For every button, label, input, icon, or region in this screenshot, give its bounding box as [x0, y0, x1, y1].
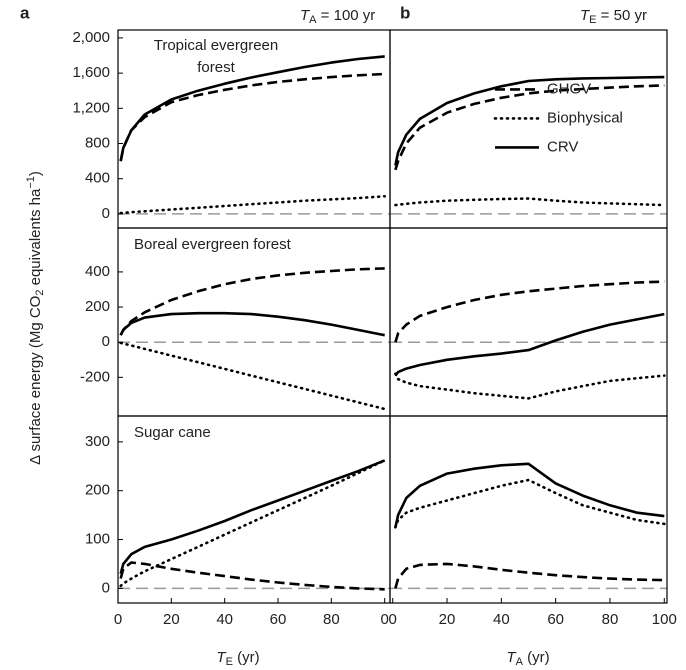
x-tick-label: 0: [114, 611, 122, 628]
series-line: [394, 372, 666, 400]
legend-label: CRV: [547, 138, 578, 155]
ylabel-part: Δ surface energy (Mg CO: [27, 296, 44, 465]
panel-title: Sugar cane: [134, 424, 211, 441]
series-line: [394, 312, 665, 377]
y-tick-label: 2,000: [72, 29, 110, 46]
y-tick-label: 200: [85, 298, 110, 315]
series-line: [394, 478, 666, 529]
series-line: [119, 311, 385, 337]
y-tick-label: 400: [85, 170, 110, 187]
ylabel-part: equivalents ha: [27, 188, 44, 290]
y-tick-label: 800: [85, 134, 110, 151]
panel-title: Boreal evergreen forest: [134, 236, 292, 253]
panel-header: TA = 100 yr: [300, 7, 375, 26]
header-sub: E: [589, 14, 596, 26]
series-line: [119, 72, 385, 162]
x-tick-label: 100: [652, 611, 677, 628]
x-tick-label: 20: [439, 611, 456, 628]
y-axis-label: Δ surface energy (Mg CO2 equivalents ha−…: [25, 171, 46, 465]
header-sub: A: [309, 14, 317, 26]
xlabel-sub: A: [516, 656, 524, 668]
x-tick-label: 20: [163, 611, 180, 628]
y-tick-label: 100: [85, 530, 110, 547]
series-line: [394, 562, 665, 589]
xlabel-var: T: [216, 649, 227, 666]
xlabel-sub: E: [226, 656, 233, 668]
panel-frame: [117, 227, 391, 417]
ylabel-sup: −1: [25, 176, 37, 189]
y-tick-label: 0: [102, 333, 110, 350]
y-tick-label: 1,200: [72, 99, 110, 116]
xlabel-rest: (yr): [233, 649, 260, 666]
series-line: [394, 75, 665, 166]
series-line: [119, 195, 386, 215]
x-axis-label: TE (yr): [216, 649, 259, 668]
series-line: [119, 459, 386, 575]
series-line: [394, 280, 665, 343]
y-tick-label: 300: [85, 433, 110, 450]
y-tick-label: -200: [80, 368, 110, 385]
ylabel-sub: 2: [34, 290, 46, 296]
x-axis-label: TA (yr): [506, 649, 549, 668]
panel-label: b: [400, 3, 410, 22]
series-line: [394, 84, 665, 171]
series-line: [119, 267, 385, 336]
series-line: [119, 55, 385, 162]
panel-frame: [389, 415, 668, 604]
header-var: T: [580, 7, 591, 24]
x-tick-label: 60: [547, 611, 564, 628]
series-line: [119, 561, 385, 591]
header-rest: = 50 yr: [597, 7, 647, 24]
legend-label: GHGV: [547, 80, 591, 97]
header-var: T: [300, 7, 311, 24]
xlabel-rest: (yr): [523, 649, 550, 666]
panel-label: a: [20, 3, 30, 22]
series-line: [119, 459, 386, 588]
header-rest: = 100 yr: [317, 7, 376, 24]
y-tick-label: 0: [102, 579, 110, 596]
panel-title: Tropical evergreen: [154, 37, 279, 54]
ylabel-part: ): [27, 171, 44, 176]
y-tick-label: 400: [85, 263, 110, 280]
x-tick-label: 0: [389, 611, 397, 628]
legend-label: Biophysical: [547, 109, 623, 126]
x-tick-label: 40: [216, 611, 233, 628]
series-line: [394, 197, 666, 207]
x-tick-label: 80: [602, 611, 619, 628]
x-tick-label: 40: [493, 611, 510, 628]
y-tick-label: 200: [85, 482, 110, 499]
x-tick-label: 0: [380, 611, 388, 628]
panel-header: TE = 50 yr: [580, 7, 647, 26]
y-tick-label: 0: [102, 205, 110, 222]
panel-title: forest: [197, 59, 235, 76]
x-tick-label: 80: [323, 611, 340, 628]
xlabel-var: T: [506, 649, 517, 666]
series-line: [119, 341, 386, 411]
x-tick-label: 60: [270, 611, 287, 628]
series-line: [394, 462, 665, 528]
y-tick-label: 1,600: [72, 64, 110, 81]
